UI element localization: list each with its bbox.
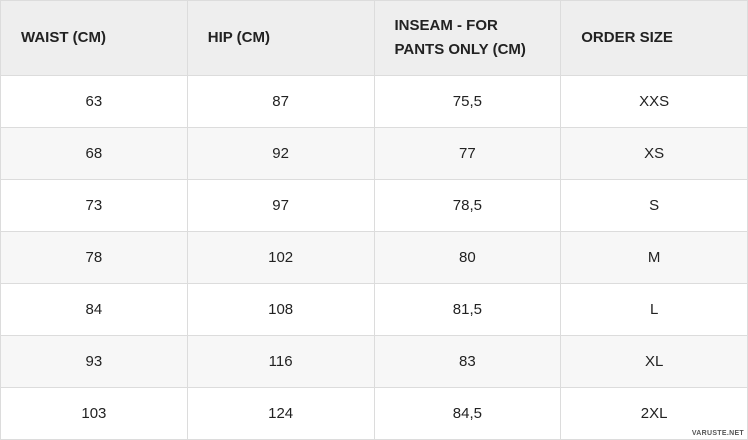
- table-cell: 73: [0, 179, 188, 232]
- header-text: INSEAM - FOR PANTS ONLY (CM): [394, 17, 526, 58]
- header-cell: HIP (CM): [186, 0, 375, 76]
- header-text: HIP (CM): [207, 29, 270, 46]
- table-row: 73 97 78,5 S: [0, 179, 748, 232]
- table-cell: 78,5: [373, 179, 562, 232]
- table-row: 63 87 75,5 XXS: [0, 75, 748, 128]
- table-cell: 92: [186, 127, 375, 180]
- table-cell: 83: [373, 335, 562, 388]
- table-cell: 84: [0, 283, 188, 336]
- table-body: 63 87 75,5 XXS 68 92 77 XS 73 97 78,5 S 78 102 80 M 84 10…: [0, 75, 748, 440]
- table-cell: 77: [373, 127, 562, 180]
- table-cell: M: [560, 231, 748, 284]
- table-cell: 2XL: [560, 387, 748, 440]
- table-row: 68 92 77 XS: [0, 127, 748, 180]
- table-cell: 93: [0, 335, 188, 388]
- table-cell: 116: [186, 335, 375, 388]
- table-header: WAIST (CM) HIP (CM) INSEAM - FOR PANTS ONL…: [0, 0, 748, 76]
- header-text: ORDER SIZE: [581, 29, 673, 46]
- watermark: VARUSTE.NET: [691, 430, 744, 437]
- table-cell: 102: [186, 231, 375, 284]
- table-cell: 84,5: [373, 387, 562, 440]
- header-cell: INSEAM - FOR PANTS ONLY (CM): [373, 0, 562, 76]
- header-cell: WAIST (CM): [0, 0, 188, 76]
- table-cell: 80: [373, 231, 562, 284]
- table-cell: XS: [560, 127, 748, 180]
- table-cell: 108: [186, 283, 375, 336]
- table-cell: XXS: [560, 75, 748, 128]
- table-row: 78 102 80 M: [0, 231, 748, 284]
- table-cell: XL: [560, 335, 748, 388]
- table-row: 93 116 83 XL: [0, 335, 748, 388]
- header-cell: ORDER SIZE: [560, 0, 748, 76]
- table-cell: 78: [0, 231, 188, 284]
- table-cell: 68: [0, 127, 188, 180]
- header-row: WAIST (CM) HIP (CM) INSEAM - FOR PANTS ONL…: [0, 0, 748, 76]
- table-row: 84 108 81,5 L: [0, 283, 748, 336]
- header-text: WAIST (CM): [21, 29, 106, 46]
- table-cell: 124: [186, 387, 375, 440]
- table-cell: L: [560, 283, 748, 336]
- table-cell: 97: [186, 179, 375, 232]
- table-cell: 87: [186, 75, 375, 128]
- table-cell: 81,5: [373, 283, 562, 336]
- table-row: 103 124 84,5 2XL: [0, 387, 748, 440]
- table-cell: 63: [0, 75, 188, 128]
- table-cell: 103: [0, 387, 188, 440]
- table-cell: S: [560, 179, 748, 232]
- table-cell: 75,5: [373, 75, 562, 128]
